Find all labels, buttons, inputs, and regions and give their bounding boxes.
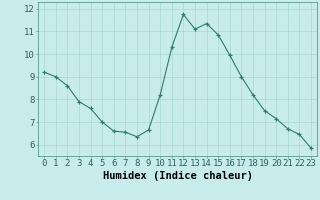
- X-axis label: Humidex (Indice chaleur): Humidex (Indice chaleur): [103, 171, 252, 181]
